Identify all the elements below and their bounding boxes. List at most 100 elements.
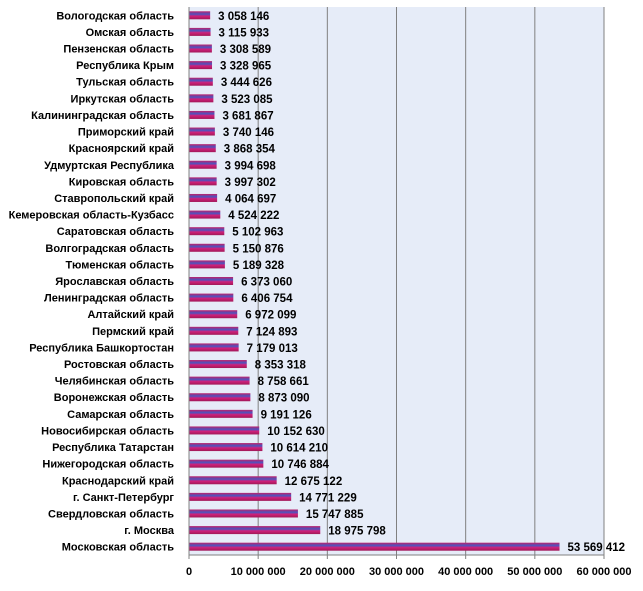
value-label: 15 747 885 (306, 509, 364, 521)
value-label: 18 975 798 (328, 526, 386, 538)
tick-label: 30 000 000 (369, 566, 424, 578)
category-label: г. Москва (124, 525, 175, 537)
tick-label: 10 000 000 (231, 566, 286, 578)
value-label: 5 102 963 (232, 227, 283, 239)
value-label: 4 064 697 (225, 193, 276, 205)
bar (189, 509, 298, 518)
value-label: 7 179 013 (247, 343, 298, 355)
value-label: 3 740 146 (223, 127, 274, 139)
value-label: 53 569 412 (568, 542, 626, 554)
category-label: Ростовская область (64, 359, 174, 371)
category-label: Ставропольский край (54, 193, 174, 205)
bar (189, 376, 250, 385)
value-label: 12 675 122 (285, 476, 343, 488)
tick-label: 60 000 000 (576, 566, 631, 578)
category-label: Нижегородская область (42, 459, 174, 471)
bar (189, 459, 264, 468)
value-label: 8 758 661 (258, 376, 310, 388)
value-label: 7 124 893 (246, 326, 297, 338)
value-labels: 3 058 146 3 115 933 3 308 589 3 328 965 3 44… (218, 11, 625, 554)
bar (189, 77, 213, 86)
value-label: 3 994 698 (225, 160, 277, 172)
category-label: Ленинградская область (44, 293, 174, 305)
category-label: Саратовская область (57, 226, 175, 238)
value-label: 3 868 354 (224, 144, 276, 156)
bar (189, 542, 560, 551)
bar (189, 260, 225, 269)
category-label: Пензенская область (63, 44, 174, 56)
category-label: Алтайский край (87, 309, 174, 321)
category-label: г. Санкт-Петербург (73, 492, 174, 504)
category-label: Республика Башкортостан (29, 342, 174, 354)
value-label: 3 997 302 (225, 177, 276, 189)
tick-label: 40 000 000 (438, 566, 493, 578)
value-label: 8 873 090 (258, 393, 309, 405)
category-label: Ярославская область (55, 276, 174, 288)
bar (189, 61, 213, 70)
category-label: Удмуртская Республика (44, 160, 175, 172)
bar (189, 409, 253, 418)
bar (189, 443, 263, 452)
value-label: 3 328 965 (220, 61, 272, 73)
bar (189, 310, 238, 319)
category-label: Республика Крым (76, 60, 174, 72)
bar (189, 326, 239, 335)
category-label: Челябинская область (55, 376, 175, 388)
value-label: 4 524 222 (228, 210, 279, 222)
value-label: 5 189 328 (233, 260, 285, 272)
bar (189, 110, 215, 119)
value-label: 10 152 630 (267, 426, 325, 438)
category-labels: Вологодская область Омская область Пензенс… (9, 10, 175, 553)
value-label: 10 614 210 (270, 443, 328, 455)
value-label: 10 746 884 (271, 459, 329, 471)
value-label: 3 681 867 (222, 110, 273, 122)
category-label: Воронежская область (54, 392, 174, 404)
bar (189, 343, 239, 352)
category-label: Кемеровская область-Кузбасс (9, 210, 174, 222)
value-label: 3 523 085 (221, 94, 273, 106)
value-label: 8 353 318 (255, 360, 307, 372)
bar (189, 177, 217, 186)
bar (189, 492, 292, 501)
bar (189, 27, 211, 36)
value-label: 3 444 626 (221, 77, 272, 89)
category-label: Московская область (62, 542, 174, 554)
value-label: 14 771 229 (299, 492, 357, 504)
category-label: Иркутская область (71, 93, 175, 105)
category-label: Вологодская область (56, 10, 174, 22)
bar (189, 44, 212, 53)
gridlines (257, 7, 605, 555)
category-label: Краснодарский край (62, 475, 174, 487)
bar (189, 393, 251, 402)
category-label: Самарская область (67, 409, 174, 421)
value-label: 6 373 060 (241, 277, 292, 289)
bar (189, 476, 277, 485)
category-label: Тульская область (76, 77, 174, 89)
bar (189, 11, 211, 20)
bar (189, 426, 260, 435)
bar (189, 293, 234, 302)
category-label: Тюменская область (65, 259, 174, 271)
category-label: Свердловская область (48, 508, 174, 520)
bar (189, 94, 214, 103)
tick-label: 0 (186, 566, 192, 578)
category-label: Республика Татарстан (52, 442, 174, 454)
category-label: Волгоградская область (45, 243, 174, 255)
category-label: Калининградская область (31, 110, 174, 122)
bar (189, 160, 217, 169)
category-label: Приморский край (78, 127, 174, 139)
value-label: 3 058 146 (218, 11, 269, 23)
bar (189, 227, 225, 236)
value-label: 5 150 876 (233, 243, 284, 255)
bar (189, 360, 247, 369)
value-label: 3 115 933 (219, 27, 270, 39)
category-label: Кировская область (69, 176, 174, 188)
category-label: Красноярский край (69, 143, 174, 155)
value-label: 9 191 126 (261, 409, 312, 421)
bar (189, 277, 234, 285)
category-label: Омская область (86, 27, 175, 39)
category-label: Пермский край (92, 326, 174, 338)
tick-label: 20 000 000 (300, 566, 355, 578)
bar (189, 127, 215, 136)
bar (189, 144, 216, 153)
